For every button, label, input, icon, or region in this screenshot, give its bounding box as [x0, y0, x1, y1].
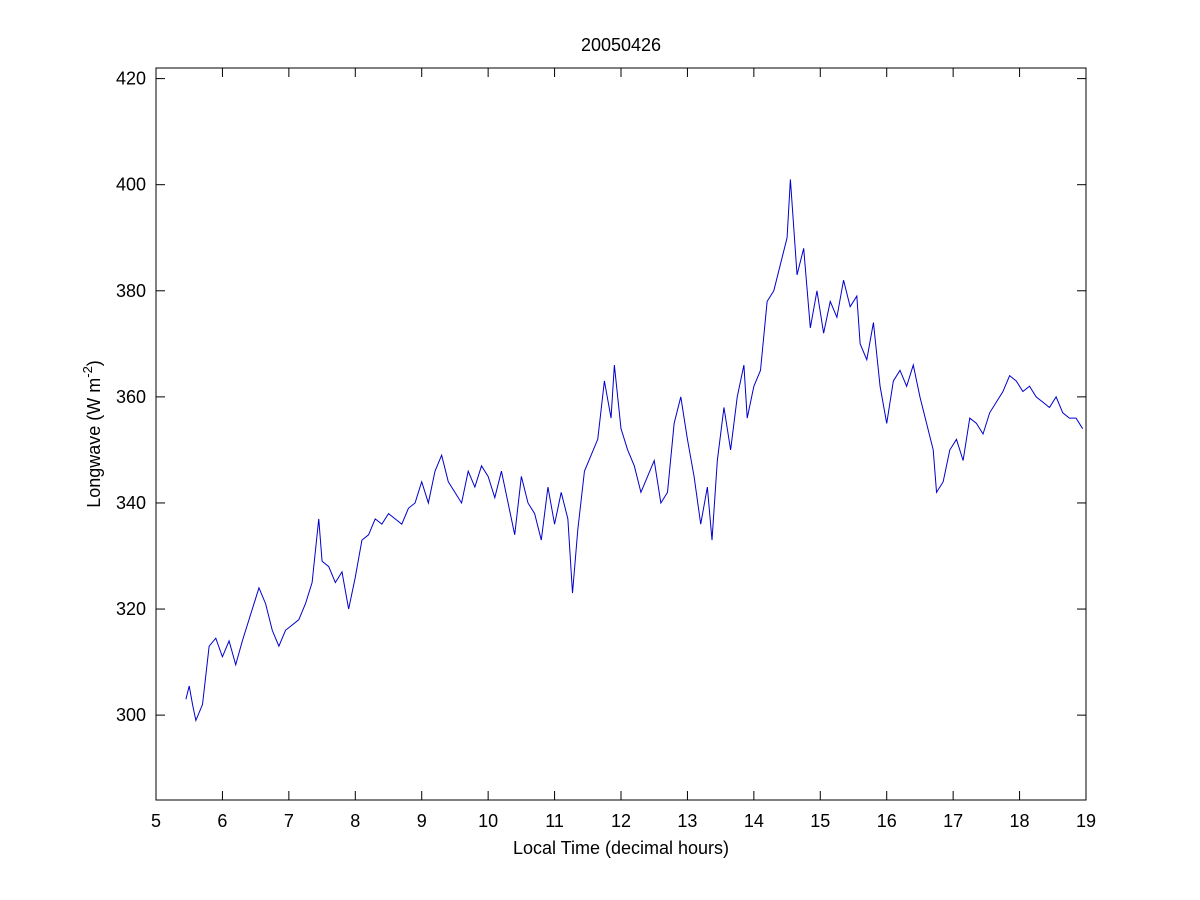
- y-tick-label: 360: [116, 387, 146, 407]
- x-tick-label: 7: [284, 811, 294, 831]
- y-tick-label: 420: [116, 69, 146, 89]
- x-tick-label: 8: [350, 811, 360, 831]
- y-axis-label-end: ): [84, 360, 104, 366]
- y-tick-label: 380: [116, 281, 146, 301]
- y-tick-label: 340: [116, 493, 146, 513]
- x-tick-label: 16: [877, 811, 897, 831]
- x-tick-label: 18: [1010, 811, 1030, 831]
- plot-area: [155, 67, 1087, 801]
- x-tick-label: 17: [943, 811, 963, 831]
- x-tick-label: 13: [677, 811, 697, 831]
- y-axis-label-main: Longwave (W m: [84, 378, 104, 508]
- x-tick-label: 9: [417, 811, 427, 831]
- y-tick-label: 300: [116, 705, 146, 725]
- y-axis-label-superscript: -2: [80, 366, 95, 378]
- y-axis-label: Longwave (W m-2): [80, 360, 104, 508]
- chart-title: 20050426: [581, 35, 661, 55]
- x-tick-label: 15: [810, 811, 830, 831]
- data-line: [185, 179, 1084, 723]
- x-tick-label: 10: [478, 811, 498, 831]
- x-tick-label: 19: [1076, 811, 1096, 831]
- y-tick-label: 320: [116, 599, 146, 619]
- x-axis-label: Local Time (decimal hours): [513, 838, 729, 858]
- x-tick-label: 12: [611, 811, 631, 831]
- x-tick-label: 5: [151, 811, 161, 831]
- x-tick-label: 6: [217, 811, 227, 831]
- y-tick-label: 400: [116, 175, 146, 195]
- x-tick-label: 14: [744, 811, 764, 831]
- x-tick-label: 11: [545, 811, 564, 831]
